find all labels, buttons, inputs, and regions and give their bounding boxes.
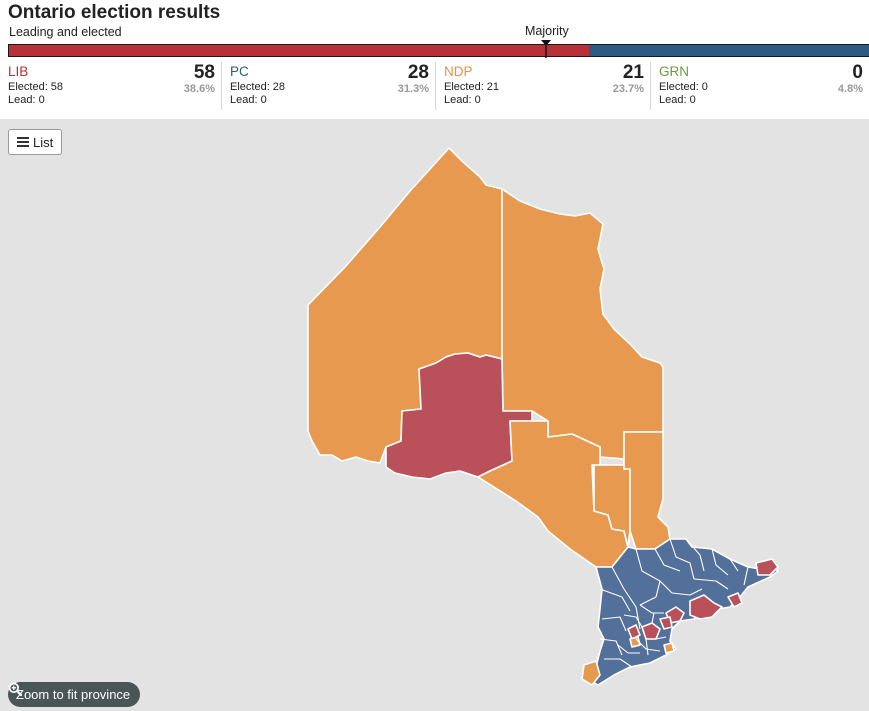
riding-niagara-ndp[interactable] [663,642,675,654]
party-grn[interactable]: GRN 0 Elected: 0 Lead: 0 4.8% [651,62,869,110]
party-lead: Lead: 0 [444,94,481,106]
results-header: Ontario election results Leading and ele… [0,0,869,119]
party-elected: Elected: 28 [230,81,286,93]
zoom-button-label: Zoom to fit province [16,687,131,702]
seat-bar-segment-pc [588,45,869,56]
party-summary-row: LIB 58 Elected: 58 Lead: 0 38.6% PC 28 E… [0,62,869,110]
party-pc[interactable]: PC 28 Elected: 28 Lead: 0 31.3% [222,62,436,110]
party-vote-pct: 31.3% [397,83,429,95]
party-lib[interactable]: LIB 58 Elected: 58 Lead: 0 38.6% [0,62,222,110]
party-seats: 58 [193,62,215,83]
riding-gta-lib-2[interactable] [627,624,641,640]
majority-label: Majority [525,24,569,38]
riding-eastern-lib-small[interactable] [727,592,743,608]
list-button-label: List [33,134,54,150]
seat-bar-segment-lib [9,45,589,56]
riding-hamilton-ndp[interactable] [629,636,641,648]
seat-bar [8,44,869,57]
party-ndp[interactable]: NDP 21 Elected: 21 Lead: 0 23.7% [436,62,651,110]
page-title: Ontario election results [8,2,221,23]
party-lead: Lead: 0 [230,94,267,106]
party-name: PC [230,64,249,79]
party-name: LIB [8,64,29,79]
party-name: NDP [444,64,473,79]
party-seats: 0 [852,62,863,83]
list-button[interactable]: List [8,129,63,155]
riding-gta-lib-1[interactable] [641,622,661,640]
party-lead: Lead: 0 [659,94,696,106]
ontario-ridings-map[interactable] [0,119,869,711]
party-vote-pct: 4.8% [837,83,863,95]
party-elected: Elected: 58 [8,81,64,93]
zoom-to-fit-button[interactable]: Zoom to fit province [8,682,141,707]
riding-kingston[interactable] [689,594,723,620]
hamburger-icon [17,137,29,147]
riding-ottawa-east[interactable] [755,558,779,576]
zoom-magnifier-icon [8,682,22,696]
party-elected: Elected: 0 [659,81,708,93]
party-seats: 21 [622,62,644,83]
party-seats: 28 [407,62,429,83]
party-elected: Elected: 21 [444,81,500,93]
riding-windsor-ndp[interactable] [581,660,601,686]
map-area[interactable]: List Zoom to fit province [0,119,869,711]
riding-gta-lib-3[interactable] [659,616,673,630]
party-lead: Lead: 0 [8,94,45,106]
party-vote-pct: 23.7% [612,83,644,95]
party-name: GRN [659,64,689,79]
riding-borders [599,538,749,668]
party-vote-pct: 38.6% [183,83,215,95]
riding-timiskaming[interactable] [623,431,671,550]
bar-subtitle: Leading and elected [9,25,122,39]
majority-marker-icon [541,40,551,58]
